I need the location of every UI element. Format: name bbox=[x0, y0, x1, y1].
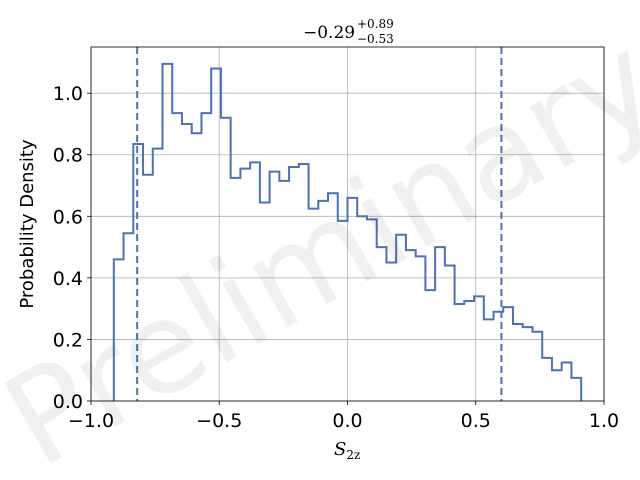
chart-title: −0.29 bbox=[303, 23, 355, 43]
title-value: −0.29 bbox=[303, 23, 355, 43]
x-axis-label: S2z bbox=[334, 439, 360, 462]
x-axis-label-base: S bbox=[334, 439, 346, 460]
quantile-lines bbox=[136, 47, 503, 401]
y-tick-label-2: 0.4 bbox=[53, 268, 83, 290]
x-tick-label-1: −0.5 bbox=[196, 410, 242, 432]
x-axis-ticks: −1.0 −0.5 0.0 0.5 1.0 bbox=[68, 401, 619, 432]
y-axis-label: Probability Density bbox=[17, 139, 38, 309]
y-axis-ticks: 0.0 0.2 0.4 0.6 0.8 1.0 bbox=[53, 83, 91, 413]
title-upper-bound: +0.89 bbox=[357, 17, 394, 31]
x-tick-label-0: −1.0 bbox=[68, 410, 114, 432]
x-tick-label-4: 1.0 bbox=[589, 410, 619, 432]
y-tick-label-4: 0.8 bbox=[53, 145, 83, 167]
histogram-series bbox=[112, 62, 583, 401]
y-tick-label-5: 1.0 bbox=[53, 83, 83, 105]
y-tick-label-3: 0.6 bbox=[53, 206, 83, 228]
watermark-text: Preliminary bbox=[0, 6, 640, 480]
x-axis-label-subscript: 2z bbox=[346, 448, 360, 462]
y-tick-label-1: 0.2 bbox=[53, 329, 83, 351]
title-lower-bound: −0.53 bbox=[357, 32, 394, 46]
x-tick-label-2: 0.0 bbox=[332, 410, 362, 432]
x-tick-label-3: 0.5 bbox=[461, 410, 491, 432]
y-tick-label-0: 0.0 bbox=[53, 391, 83, 413]
histogram-step-line bbox=[112, 62, 583, 401]
